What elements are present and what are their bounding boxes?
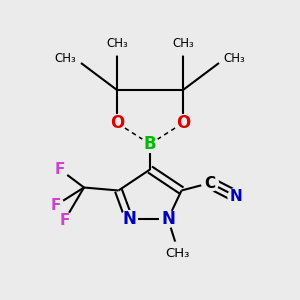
Text: O: O <box>176 114 190 132</box>
Circle shape <box>54 47 77 70</box>
Text: CH₃: CH₃ <box>55 52 76 65</box>
Text: O: O <box>110 114 124 132</box>
Text: F: F <box>59 213 70 228</box>
Text: N: N <box>230 189 243 204</box>
Circle shape <box>121 211 137 227</box>
Text: F: F <box>55 162 65 177</box>
Text: CH₃: CH₃ <box>172 37 194 50</box>
Circle shape <box>47 197 64 214</box>
Circle shape <box>52 161 68 178</box>
Text: CH₃: CH₃ <box>106 37 128 50</box>
Text: CH₃: CH₃ <box>165 247 189 260</box>
Circle shape <box>106 32 128 55</box>
Circle shape <box>166 242 188 265</box>
Circle shape <box>172 32 194 55</box>
Text: N: N <box>161 210 175 228</box>
Circle shape <box>109 115 125 131</box>
Text: C: C <box>204 176 216 190</box>
Circle shape <box>160 211 176 227</box>
Text: N: N <box>122 210 136 228</box>
Circle shape <box>175 115 191 131</box>
Text: B: B <box>144 135 156 153</box>
Circle shape <box>202 175 218 191</box>
Circle shape <box>228 188 245 205</box>
Text: CH₃: CH₃ <box>224 52 245 65</box>
Text: F: F <box>50 198 61 213</box>
Circle shape <box>56 212 73 229</box>
Circle shape <box>223 47 246 70</box>
Circle shape <box>142 136 158 152</box>
